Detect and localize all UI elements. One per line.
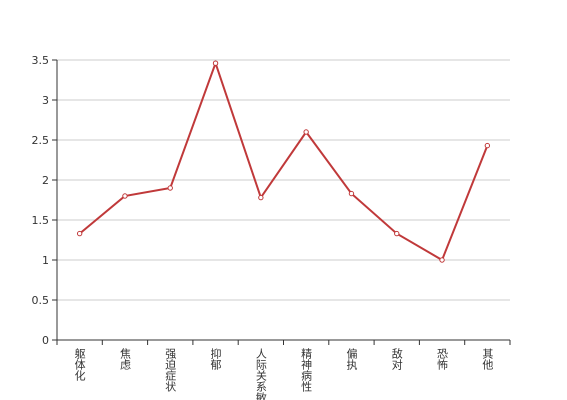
data-point <box>439 257 445 263</box>
data-point <box>167 185 173 191</box>
y-tick-label: 1.5 <box>32 214 50 227</box>
y-tick-label: 0 <box>42 334 49 347</box>
data-point <box>394 230 400 237</box>
x-tick-label: 抑郁 <box>209 347 222 370</box>
x-tick-label: 恐怖 <box>436 348 449 370</box>
x-tick-label: 其他 <box>481 348 494 370</box>
x-tick-label: 人际关系敏感 <box>254 348 267 400</box>
x-tick-label: 焦虑 <box>118 348 131 370</box>
x-tick-label: 强迫症状 <box>164 348 177 392</box>
data-point <box>212 60 219 66</box>
x-tick-label: 精神病性 <box>300 348 313 393</box>
data-point <box>258 194 264 201</box>
y-tick-label: 3 <box>42 94 49 107</box>
y-tick-label: 2 <box>42 174 49 187</box>
y-tick-label: 2.5 <box>32 134 50 147</box>
y-tick-label: 1 <box>42 254 49 267</box>
x-tick-label: 敌对 <box>390 347 403 370</box>
data-point <box>484 142 491 149</box>
x-tick-label: 偏执 <box>345 347 358 371</box>
y-tick-label: 3.5 <box>32 54 50 67</box>
data-point <box>303 129 309 135</box>
x-tick-label: 躯体化 <box>73 348 86 382</box>
data-point <box>348 190 355 197</box>
data-point <box>122 193 128 199</box>
data-point <box>76 230 83 237</box>
y-tick-label: 0.5 <box>32 294 50 307</box>
data-line <box>79 60 489 262</box>
